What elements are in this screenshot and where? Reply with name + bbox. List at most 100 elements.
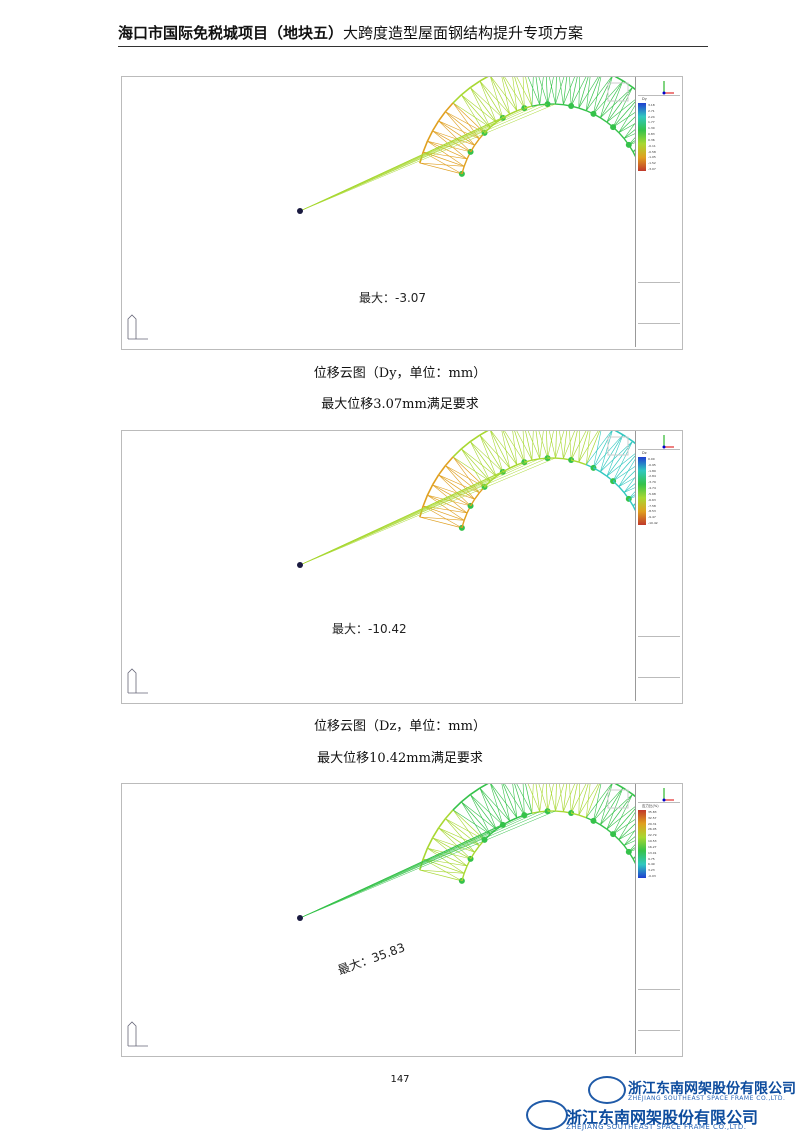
inner-chord	[555, 810, 564, 813]
web-member	[593, 77, 602, 114]
fan-member	[299, 457, 556, 566]
outer-chord	[437, 465, 447, 476]
web-member	[570, 784, 578, 814]
legend-value: -3.07	[648, 166, 656, 171]
web-member	[438, 474, 471, 507]
support-node	[568, 810, 575, 817]
web-member	[522, 77, 525, 109]
web-member	[470, 441, 497, 477]
web-member	[490, 784, 504, 826]
legend-info-box	[638, 989, 680, 1031]
web-member	[522, 784, 525, 816]
web-member	[538, 431, 548, 459]
web-member	[419, 162, 462, 175]
web-member	[547, 431, 554, 459]
fixed-support-node	[297, 915, 303, 921]
web-member	[427, 847, 465, 874]
outer-chord	[460, 793, 471, 803]
web-member	[555, 784, 557, 812]
inner-chord	[599, 824, 608, 830]
figure-caption: 位移云图（Dz，单位：mm）	[314, 719, 486, 734]
web-member	[548, 77, 556, 105]
legend-values: 0.00 -0.95 -1.89 -2.84 -3.79 -4.74 -5.68 -6.63-…	[648, 457, 658, 525]
web-member	[461, 448, 485, 487]
header-subtitle: 大跨度造型屋面钢结构提升专项方案	[343, 24, 584, 42]
company-logo-icon	[588, 1076, 626, 1104]
legend-value: 6.49	[648, 862, 655, 867]
view-cube-icon[interactable]	[607, 82, 629, 102]
inner-chord	[632, 151, 635, 158]
web-member	[479, 787, 510, 822]
legend-value: 1.30	[648, 126, 655, 131]
fan-member	[299, 104, 540, 212]
view-cube-icon[interactable]	[607, 789, 629, 809]
legend-value: -0.03	[648, 873, 656, 878]
ucs-icon	[127, 1021, 148, 1047]
fixed-support-node	[297, 562, 303, 568]
web-member	[606, 453, 635, 477]
legend-value: 3.23	[648, 868, 655, 873]
web-member	[535, 784, 541, 812]
legend-value: -7.58	[648, 503, 656, 508]
inner-chord	[618, 132, 625, 139]
inner-chord	[489, 121, 497, 128]
web-member	[531, 431, 534, 461]
web-member	[452, 809, 491, 835]
web-member	[618, 823, 635, 840]
web-member	[427, 494, 468, 514]
inner-chord	[593, 820, 601, 826]
web-member	[522, 431, 525, 463]
web-member	[623, 836, 635, 846]
web-member	[570, 431, 578, 461]
web-member	[555, 431, 565, 459]
web-member	[547, 77, 554, 105]
color-legend: Dz 0.00 -0.95 -1.89 -2.84 -3.79 -4.74 -5.68 -6.…	[635, 431, 682, 701]
view-cube-icon[interactable]	[607, 436, 629, 456]
inner-chord	[469, 498, 476, 507]
inner-chord	[628, 498, 634, 506]
outer-chord	[479, 784, 489, 789]
web-member	[501, 77, 511, 115]
web-member	[419, 162, 465, 167]
web-member	[512, 77, 518, 111]
web-member	[419, 869, 465, 874]
web-member	[612, 441, 633, 482]
outer-chord	[469, 787, 481, 796]
web-member	[563, 431, 575, 459]
web-member	[548, 784, 556, 812]
web-member	[432, 837, 468, 867]
web-member	[452, 102, 491, 128]
web-member	[578, 431, 599, 463]
legend-value: -3.79	[648, 480, 656, 485]
web-member	[490, 431, 511, 469]
web-member	[539, 77, 544, 105]
web-member	[490, 431, 504, 473]
outer-chord	[422, 847, 429, 860]
web-member	[569, 784, 572, 814]
web-member	[600, 431, 613, 472]
web-member	[470, 794, 504, 826]
inner-chord	[474, 845, 480, 853]
fan-member	[299, 810, 556, 919]
inner-chord	[489, 828, 497, 835]
web-member	[504, 784, 525, 816]
fan-member	[299, 103, 556, 212]
web-member	[612, 455, 635, 482]
web-member	[586, 431, 612, 465]
legend-value: 9.75	[648, 856, 655, 861]
web-member	[585, 431, 591, 465]
web-member	[452, 456, 485, 488]
legend-value: -8.53	[648, 509, 656, 514]
web-member	[545, 77, 548, 105]
legend-value: -10.42	[648, 520, 658, 525]
axis-triad-icon	[662, 435, 674, 449]
web-member	[470, 87, 504, 119]
fixed-support-node	[297, 208, 303, 214]
web-member	[585, 77, 600, 111]
web-member	[527, 77, 541, 105]
legend-color-bar	[638, 457, 646, 525]
web-member	[623, 122, 635, 139]
outer-chord	[419, 858, 424, 871]
outer-chord	[444, 456, 454, 467]
legend-value: -1.89	[648, 468, 656, 473]
